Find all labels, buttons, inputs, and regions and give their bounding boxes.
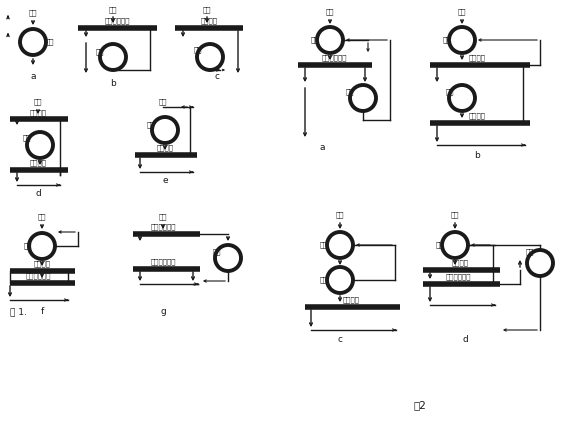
Text: c: c [215,72,220,80]
Text: d: d [35,189,41,197]
Text: 溢流控制分级: 溢流控制分级 [25,273,51,279]
Text: c: c [337,336,342,344]
Text: 检查分级: 检查分级 [29,110,47,116]
Text: 检查分级: 检查分级 [157,145,173,151]
Text: 预先检查分级: 预先检查分级 [150,224,176,230]
Text: 原矿: 原矿 [458,9,466,15]
Text: 磨矿: 磨矿 [526,249,534,255]
Text: 磨矿: 磨矿 [213,249,221,255]
Text: 磨矿: 磨矿 [443,37,452,43]
Text: 检查分级: 检查分级 [468,55,485,61]
Text: 预先检查分级: 预先检查分级 [104,18,129,24]
Text: 磨矿: 磨矿 [320,277,328,283]
Text: 原矿: 原矿 [38,214,46,220]
Text: 磨矿: 磨矿 [446,89,454,95]
Text: 原矿: 原矿 [159,99,167,105]
Text: 检查分级: 检查分级 [29,160,47,166]
Text: 磨矿: 磨矿 [346,89,354,95]
Text: 磨矿: 磨矿 [23,135,32,141]
Text: 磨矿: 磨矿 [96,49,104,55]
Text: 检查分级: 检查分级 [342,297,360,303]
Text: a: a [319,144,325,152]
Text: 预先分级: 预先分级 [200,18,217,24]
Text: 原矿: 原矿 [109,7,117,13]
Text: 磨矿: 磨矿 [320,242,328,248]
Text: b: b [110,78,116,88]
Text: 溢流控制分级: 溢流控制分级 [445,274,471,280]
Text: 检查分级: 检查分级 [468,113,485,119]
Text: 磨矿: 磨矿 [24,242,32,249]
Text: 原矿: 原矿 [159,214,167,220]
Text: 检查分级: 检查分级 [452,260,468,266]
Text: e: e [162,176,168,184]
Text: d: d [462,336,468,344]
Text: b: b [474,150,480,160]
Text: 磨矿: 磨矿 [46,39,54,45]
Text: 磨矿: 磨矿 [311,37,319,43]
Text: 磨矿: 磨矿 [436,242,444,248]
Text: 原矿: 原矿 [326,9,334,15]
Text: 原矿: 原矿 [336,212,344,218]
Text: 磨矿: 磨矿 [194,47,202,53]
Text: 图2: 图2 [414,400,426,410]
Text: 原矿: 原矿 [34,99,42,105]
Text: 磨矿: 磨矿 [147,122,155,128]
Text: g: g [160,307,166,317]
Text: 预先检查分级: 预先检查分级 [321,55,347,61]
Text: 原矿: 原矿 [29,10,37,16]
Text: 预先检查分级: 预先检查分级 [150,258,176,265]
Text: a: a [30,72,35,80]
Text: 原矿: 原矿 [451,212,459,218]
Text: f: f [41,307,43,317]
Text: 检查分级: 检查分级 [34,261,51,267]
Text: 原矿: 原矿 [203,7,211,13]
Text: 图 1.: 图 1. [10,307,27,317]
